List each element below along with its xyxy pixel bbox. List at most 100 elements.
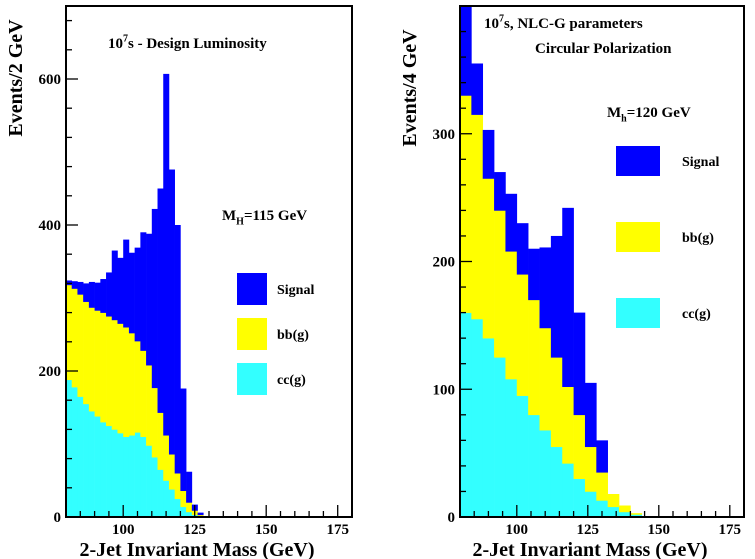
chart-subtitle: Circular Polarization bbox=[535, 41, 672, 57]
mass-annotation: MH=115 GeV bbox=[222, 208, 307, 228]
x-tick-label: 125 bbox=[183, 522, 206, 538]
bar-signal-90 bbox=[482, 129, 495, 179]
bar-signal-83 bbox=[71, 281, 78, 289]
bar-signal-113 bbox=[157, 188, 164, 413]
bar-signal-82 bbox=[460, 6, 472, 96]
legend-label: cc(g) bbox=[682, 307, 711, 322]
y-tick-label: 0 bbox=[54, 510, 62, 526]
bar-bbg-107 bbox=[140, 350, 147, 437]
legend-swatch bbox=[237, 363, 267, 395]
legend-label: bb(g) bbox=[682, 231, 714, 246]
bar-signal-89 bbox=[88, 281, 95, 308]
bar-ccg-97 bbox=[111, 429, 118, 517]
bar-signal-122 bbox=[573, 312, 586, 416]
bar-ccg-114 bbox=[550, 446, 563, 517]
chart-panel-1: 0 200 400 600 100 125 150 175 2-Jet Invariant Ma… bbox=[5, 5, 353, 559]
x-tick-label: 100 bbox=[506, 522, 529, 538]
bar-signal-97 bbox=[111, 250, 118, 321]
chart-panel-2: 0 100 200 300 100 125 150 175 2-Jet Invariant Ma… bbox=[399, 5, 745, 559]
y-tick-label: 100 bbox=[433, 382, 456, 398]
bar-bbg-81 bbox=[66, 284, 73, 381]
bar-bbg-102 bbox=[516, 274, 529, 396]
x-tick-label: 150 bbox=[255, 522, 278, 538]
mass-annotation: Mh=120 GeV bbox=[607, 105, 691, 125]
bar-ccg-111 bbox=[151, 457, 158, 517]
bar-ccg-107 bbox=[140, 436, 147, 517]
bar-bbg-97 bbox=[111, 319, 118, 430]
bar-ccg-89 bbox=[88, 411, 95, 517]
bar-ccg-94 bbox=[494, 357, 506, 517]
bar-signal-117 bbox=[168, 169, 175, 455]
bar-ccg-138 bbox=[619, 511, 631, 517]
bar-signal-101 bbox=[123, 239, 130, 328]
bar-ccg-101 bbox=[123, 436, 130, 517]
bar-signal-107 bbox=[140, 232, 147, 351]
bar-bbg-134 bbox=[607, 494, 620, 508]
bar-bbg-123 bbox=[186, 502, 193, 513]
chart-title: 107s - Design Luminosity bbox=[108, 34, 267, 52]
y-tick-label: 200 bbox=[433, 255, 456, 271]
bar-ccg-134 bbox=[607, 506, 620, 517]
bar-ccg-122 bbox=[573, 478, 586, 517]
x-axis-label: 2-Jet Invariant Mass (GeV) bbox=[80, 539, 315, 559]
bar-signal-91 bbox=[94, 282, 101, 311]
bar-bbg-142 bbox=[630, 513, 643, 515]
legend-label: Signal bbox=[682, 155, 719, 170]
bar-bbg-138 bbox=[619, 505, 631, 513]
bar-ccg-115 bbox=[163, 480, 170, 517]
y-tick-label: 600 bbox=[39, 72, 62, 88]
bar-signal-130 bbox=[596, 440, 608, 473]
x-tick-label: 125 bbox=[577, 522, 600, 538]
bar-bbg-121 bbox=[180, 490, 187, 508]
bar-bbg-127 bbox=[197, 514, 204, 517]
bar-bbg-119 bbox=[174, 473, 181, 500]
bar-signal-98 bbox=[505, 193, 518, 252]
bar-ccg-113 bbox=[157, 469, 164, 517]
bar-bbg-91 bbox=[94, 310, 101, 417]
y-axis-label: Events/4 GeV bbox=[399, 29, 421, 147]
bar-bbg-90 bbox=[482, 178, 495, 339]
bar-ccg-119 bbox=[174, 498, 181, 517]
bar-ccg-98 bbox=[505, 379, 518, 517]
legend-swatch bbox=[616, 146, 660, 176]
bar-signal-123 bbox=[186, 471, 193, 503]
legend-label: bb(g) bbox=[277, 328, 309, 343]
bar-bbg-113 bbox=[157, 412, 164, 470]
bar-bbg-83 bbox=[71, 288, 78, 388]
bar-bbg-95 bbox=[106, 316, 113, 427]
bar-bbg-105 bbox=[134, 341, 141, 433]
bar-bbg-110 bbox=[539, 327, 552, 431]
bar-signal-121 bbox=[180, 388, 187, 492]
bar-bbg-111 bbox=[151, 387, 158, 458]
bar-bbg-122 bbox=[573, 414, 586, 479]
bar-ccg-81 bbox=[66, 379, 73, 517]
bar-signal-109 bbox=[146, 233, 153, 366]
bar-signal-86 bbox=[471, 63, 484, 115]
bar-bbg-86 bbox=[471, 114, 484, 320]
y-axis-label: Events/2 GeV bbox=[5, 19, 27, 137]
bar-signal-105 bbox=[134, 247, 141, 342]
legend-swatch bbox=[237, 273, 267, 305]
bar-bbg-94 bbox=[494, 210, 506, 358]
bar-bbg-87 bbox=[83, 301, 90, 405]
bar-ccg-121 bbox=[180, 506, 187, 517]
bar-ccg-95 bbox=[106, 425, 113, 517]
bar-ccg-87 bbox=[83, 403, 90, 517]
bar-bbg-98 bbox=[505, 251, 518, 380]
bar-ccg-86 bbox=[471, 318, 484, 517]
bar-signal-127 bbox=[197, 512, 204, 516]
bar-signal-93 bbox=[100, 279, 107, 313]
legend-label: Signal bbox=[277, 283, 314, 298]
legend-label: cc(g) bbox=[277, 373, 306, 388]
bar-signal-102 bbox=[516, 223, 529, 275]
legend: Signal bb(g) cc(g) bbox=[616, 146, 719, 328]
bar-ccg-85 bbox=[77, 396, 84, 517]
bar-signal-95 bbox=[106, 272, 113, 317]
bar-signal-110 bbox=[539, 247, 552, 329]
bar-bbg-103 bbox=[128, 333, 135, 436]
bar-bbg-85 bbox=[77, 294, 84, 397]
bar-ccg-91 bbox=[94, 416, 101, 517]
bar-bbg-115 bbox=[163, 435, 170, 481]
bar-bbg-106 bbox=[528, 299, 540, 416]
